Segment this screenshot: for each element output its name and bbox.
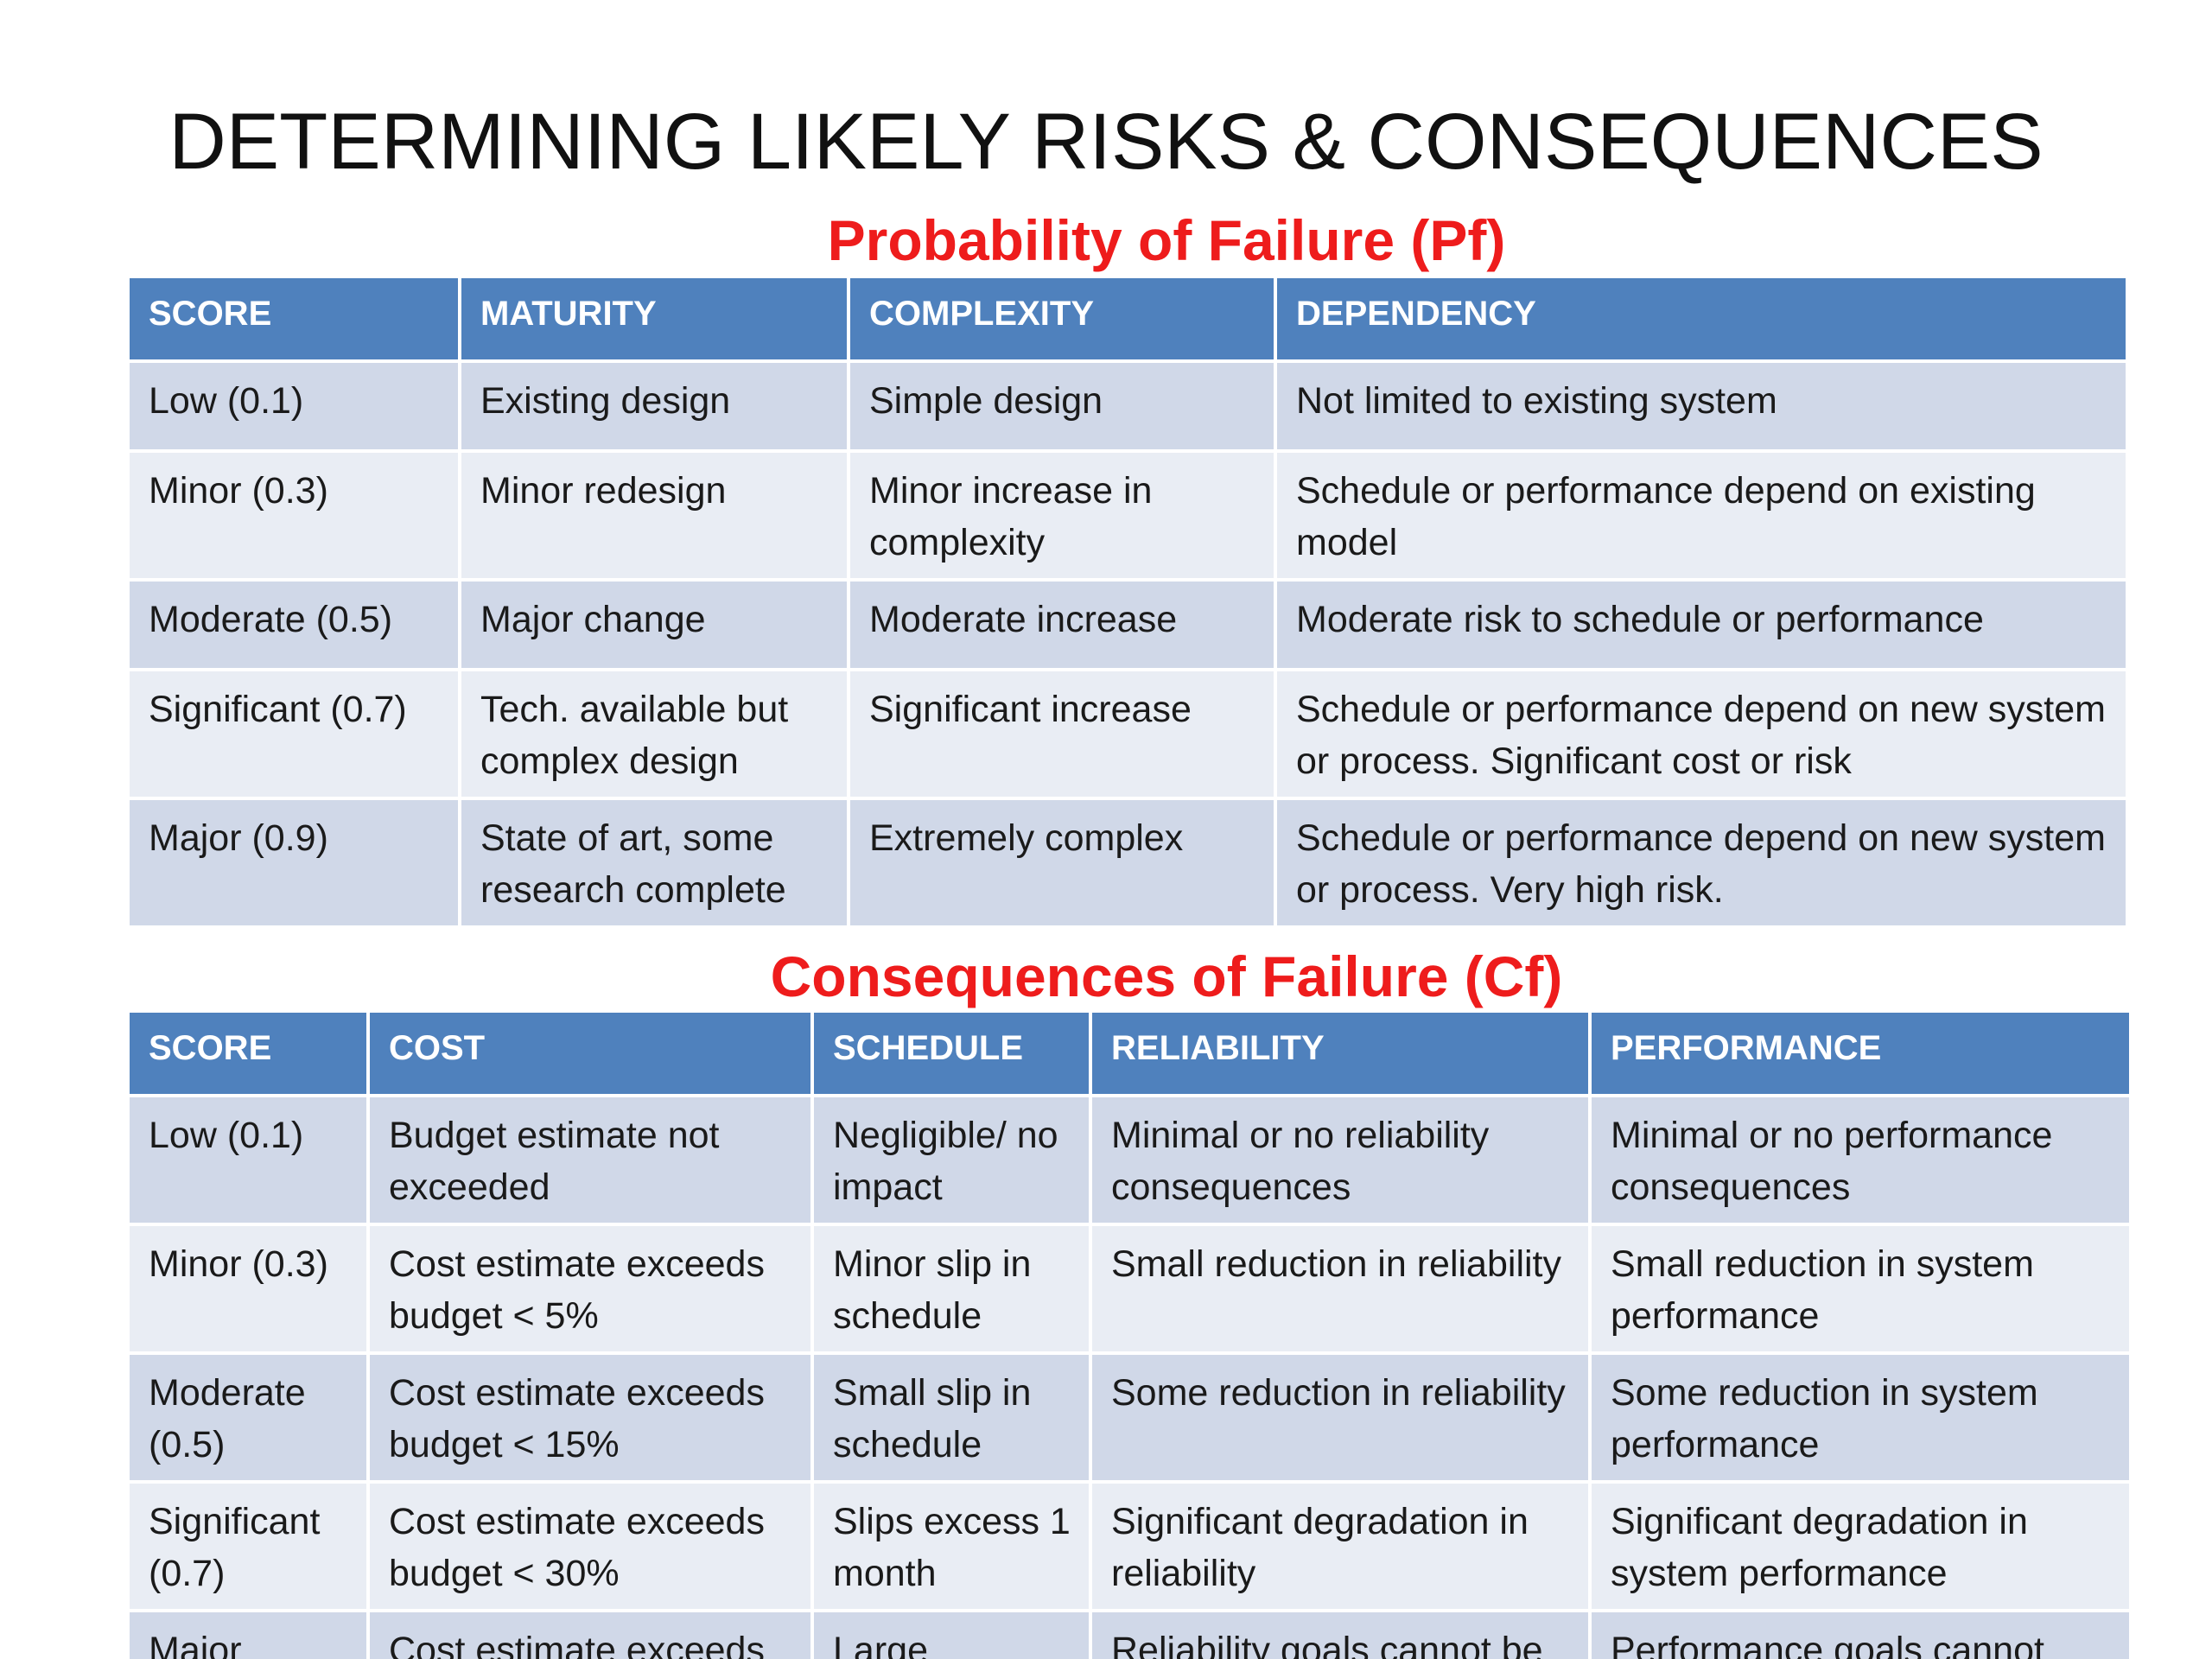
table-cell: Tech. available but complex design xyxy=(461,671,847,797)
column-header: COST xyxy=(370,1013,810,1094)
score-cell: Major xyxy=(130,1612,366,1659)
table-cell: Small reduction in reliability xyxy=(1092,1226,1588,1351)
table-cell: Extremely complex xyxy=(850,800,1274,925)
table-row: Moderate (0.5) Major change Moderate inc… xyxy=(130,582,2126,668)
column-header: SCORE xyxy=(130,1013,366,1094)
table-cell: Negligible/ no impact xyxy=(814,1097,1089,1223)
table-row: Significant (0.7) Tech. available but co… xyxy=(130,671,2126,797)
probability-heading: Probability of Failure (Pf) xyxy=(827,208,1506,272)
score-cell: Major (0.9) xyxy=(130,800,458,925)
table-cell: Minor redesign xyxy=(461,453,847,578)
table-cell: Cost estimate exceeds xyxy=(370,1612,810,1659)
table-cell: Large xyxy=(814,1612,1089,1659)
table-cell: Moderate risk to schedule or performance xyxy=(1277,582,2126,668)
score-cell: Moderate (0.5) xyxy=(130,1355,366,1480)
table-cell: Moderate increase xyxy=(850,582,1274,668)
table-cell: Significant degradation in reliability xyxy=(1092,1484,1588,1609)
table-cell: Schedule or performance depend on existi… xyxy=(1277,453,2126,578)
table-cell: Not limited to existing system xyxy=(1277,363,2126,449)
table-cell: Performance goals cannot xyxy=(1592,1612,2129,1659)
table-cell: State of art, some research complete xyxy=(461,800,847,925)
column-header: SCORE xyxy=(130,278,458,359)
score-cell: Low (0.1) xyxy=(130,363,458,449)
table-row: Minor (0.3) Minor redesign Minor increas… xyxy=(130,453,2126,578)
table-row: Low (0.1) Budget estimate not exceeded N… xyxy=(130,1097,2129,1223)
column-header: DEPENDENCY xyxy=(1277,278,2126,359)
table-header-row: SCORE MATURITY COMPLEXITY DEPENDENCY xyxy=(130,278,2126,359)
table-cell: Budget estimate not exceeded xyxy=(370,1097,810,1223)
table-cell: Some reduction in system performance xyxy=(1592,1355,2129,1480)
table-row: Low (0.1) Existing design Simple design … xyxy=(130,363,2126,449)
table-header-row: SCORE COST SCHEDULE RELIABILITY PERFORMA… xyxy=(130,1013,2129,1094)
table-cell: Slips excess 1 month xyxy=(814,1484,1089,1609)
table-cell: Some reduction in reliability xyxy=(1092,1355,1588,1480)
column-header: PERFORMANCE xyxy=(1592,1013,2129,1094)
consequences-table: SCORE COST SCHEDULE RELIABILITY PERFORMA… xyxy=(126,1009,2133,1659)
consequences-heading: Consequences of Failure (Cf) xyxy=(770,944,1563,1008)
score-cell: Significant (0.7) xyxy=(130,1484,366,1609)
table-row: Minor (0.3) Cost estimate exceeds budget… xyxy=(130,1226,2129,1351)
column-header: MATURITY xyxy=(461,278,847,359)
column-header: SCHEDULE xyxy=(814,1013,1089,1094)
table-cell: Cost estimate exceeds budget < 15% xyxy=(370,1355,810,1480)
table-cell: Schedule or performance depend on new sy… xyxy=(1277,671,2126,797)
column-header: RELIABILITY xyxy=(1092,1013,1588,1094)
table-row: Major Cost estimate exceeds Large Reliab… xyxy=(130,1612,2129,1659)
table-cell: Minor increase in complexity xyxy=(850,453,1274,578)
table-cell: Existing design xyxy=(461,363,847,449)
table-cell: Significant degradation in system perfor… xyxy=(1592,1484,2129,1609)
score-cell: Significant (0.7) xyxy=(130,671,458,797)
table-cell: Simple design xyxy=(850,363,1274,449)
table-row: Major (0.9) State of art, some research … xyxy=(130,800,2126,925)
table-row: Significant (0.7) Cost estimate exceeds … xyxy=(130,1484,2129,1609)
table-cell: Major change xyxy=(461,582,847,668)
score-cell: Minor (0.3) xyxy=(130,1226,366,1351)
table-cell: Minimal or no reliability consequences xyxy=(1092,1097,1588,1223)
table-cell: Small reduction in system performance xyxy=(1592,1226,2129,1351)
probability-table: SCORE MATURITY COMPLEXITY DEPENDENCY Low… xyxy=(126,275,2129,929)
table-cell: Minor slip in schedule xyxy=(814,1226,1089,1351)
score-cell: Minor (0.3) xyxy=(130,453,458,578)
score-cell: Moderate (0.5) xyxy=(130,582,458,668)
table-cell: Cost estimate exceeds budget < 5% xyxy=(370,1226,810,1351)
column-header: COMPLEXITY xyxy=(850,278,1274,359)
table-cell: Small slip in schedule xyxy=(814,1355,1089,1480)
score-cell: Low (0.1) xyxy=(130,1097,366,1223)
table-row: Moderate (0.5) Cost estimate exceeds bud… xyxy=(130,1355,2129,1480)
table-cell: Schedule or performance depend on new sy… xyxy=(1277,800,2126,925)
slide-title: DETERMINING LIKELY RISKS & CONSEQUENCES xyxy=(168,98,2044,186)
table-cell: Cost estimate exceeds budget < 30% xyxy=(370,1484,810,1609)
table-cell: Minimal or no performance consequences xyxy=(1592,1097,2129,1223)
table-cell: Reliability goals cannot be xyxy=(1092,1612,1588,1659)
table-cell: Significant increase xyxy=(850,671,1274,797)
